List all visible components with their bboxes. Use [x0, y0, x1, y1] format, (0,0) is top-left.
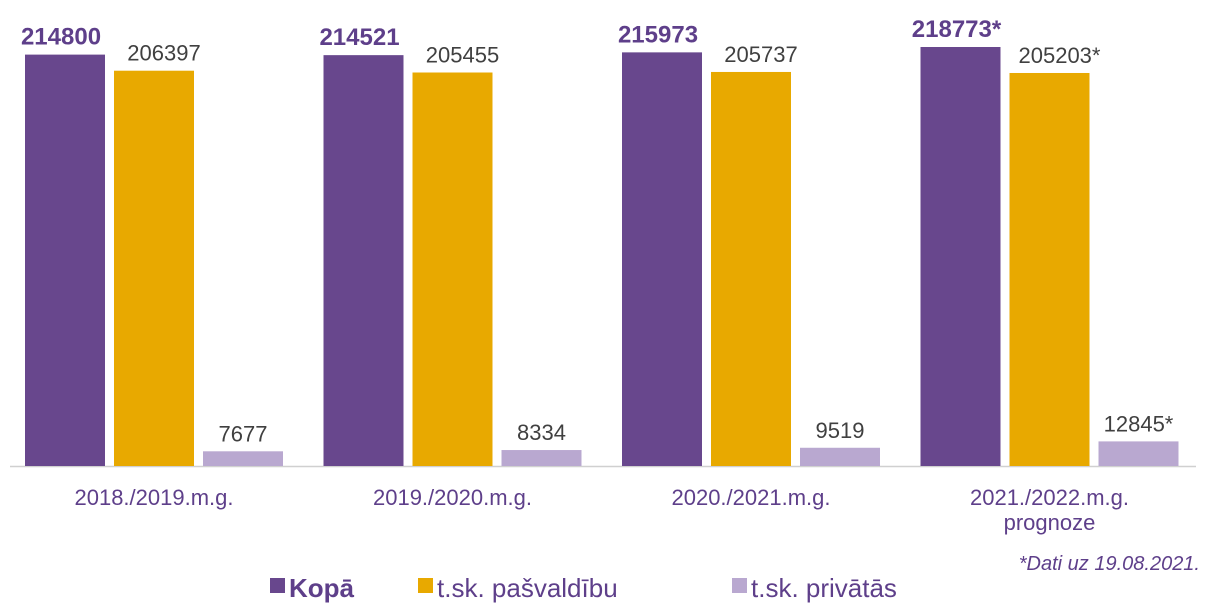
value-label: 7677 — [219, 421, 268, 446]
bar — [1098, 441, 1179, 466]
value-label: 215973 — [618, 21, 698, 48]
bar — [501, 450, 582, 466]
legend-label: Kopā — [289, 573, 355, 603]
value-label: 205203* — [1019, 43, 1101, 68]
legend-swatch — [732, 578, 747, 593]
bar — [203, 451, 283, 466]
bar — [323, 55, 404, 466]
value-label: 9519 — [816, 418, 865, 443]
x-tick-label: 2020./2021.m.g. — [671, 485, 831, 510]
value-label: 214521 — [319, 24, 399, 51]
value-label: 205737 — [724, 42, 797, 67]
bar — [25, 54, 105, 467]
value-label: 8334 — [517, 420, 566, 445]
x-tick-label: 2018./2019.m.g. — [74, 485, 234, 510]
value-label: 218773* — [912, 16, 1002, 43]
value-label: 214800 — [21, 24, 101, 51]
bar — [622, 52, 702, 466]
bar — [412, 72, 493, 467]
legend-swatch — [418, 578, 433, 593]
x-tick-label: 2021./2022.m.g. prognoze — [969, 485, 1129, 535]
legend-label: t.sk. pašvaldību — [437, 573, 618, 603]
bar — [114, 70, 194, 466]
legend-label: t.sk. privātās — [751, 573, 897, 603]
legend-swatch — [270, 578, 285, 593]
value-label: 206397 — [127, 41, 200, 66]
value-label: 12845* — [1104, 411, 1174, 436]
bar — [920, 47, 1001, 466]
annotation: *Dati uz 19.08.2021. — [1019, 553, 1200, 575]
bar — [711, 71, 791, 466]
x-tick-label: 2019./2020.m.g. — [372, 485, 532, 510]
bar — [1009, 72, 1090, 467]
value-label: 205455 — [426, 43, 499, 68]
bar — [800, 447, 880, 466]
